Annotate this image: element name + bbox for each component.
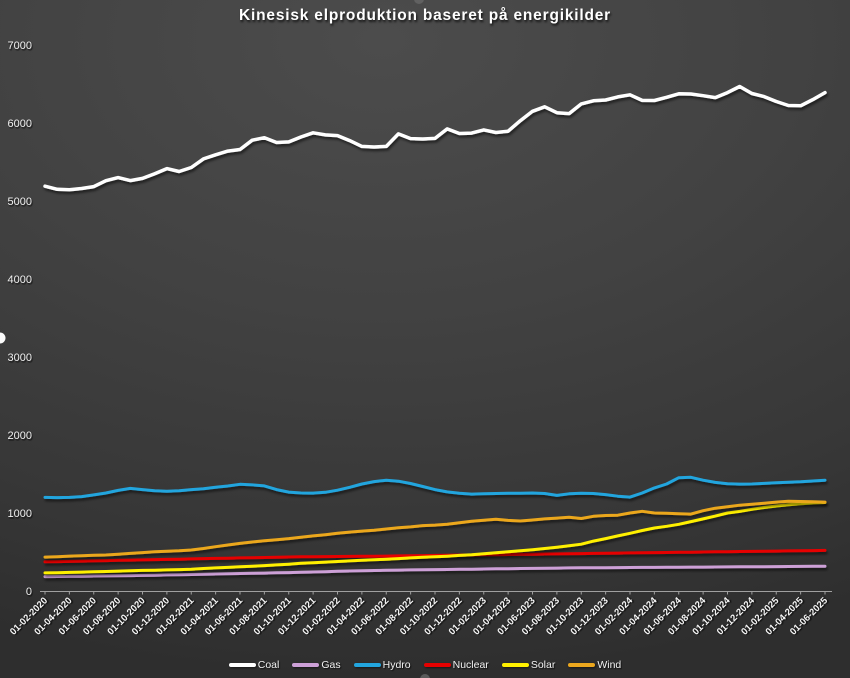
x-axis[interactable] <box>40 591 832 595</box>
legend-swatch-nuclear <box>423 663 451 667</box>
legend-item-solar[interactable]: Solar <box>501 659 556 671</box>
legend-swatch-wind <box>568 663 596 667</box>
legend-item-nuclear[interactable]: Nuclear <box>423 659 489 671</box>
series-line-hydro[interactable] <box>43 475 827 500</box>
legend-swatch-gas <box>292 663 320 667</box>
y-axis-label[interactable]: 6000 <box>8 118 32 130</box>
legend-label: Gas <box>321 659 341 671</box>
y-axis-label[interactable]: 3000 <box>8 352 32 364</box>
series-line-wind[interactable] <box>43 499 827 559</box>
series-line-solar[interactable] <box>43 501 827 575</box>
legend-label: Solar <box>530 659 556 671</box>
series-line-gas[interactable] <box>43 564 827 579</box>
x-axis-labels[interactable]: 01-02-202001-04-202001-06-202001-08-2020… <box>8 595 831 638</box>
series-line-coal[interactable] <box>43 84 827 192</box>
legend-item-coal[interactable]: Coal <box>228 659 280 671</box>
y-axis-label[interactable]: 5000 <box>8 196 32 208</box>
selection-handle-bottom[interactable] <box>420 674 430 678</box>
legend-swatch-hydro <box>353 663 381 667</box>
legend-swatch-solar <box>501 663 529 667</box>
selection-handle-left[interactable] <box>0 332 6 344</box>
y-axis[interactable]: 0 1000 2000 3000 4000 5000 6000 7000 <box>8 40 32 598</box>
y-axis-label[interactable]: 1000 <box>8 508 32 520</box>
legend-swatch-coal <box>228 663 256 667</box>
legend-label: Wind <box>597 659 622 671</box>
legend-label: Coal <box>257 659 280 671</box>
legend-item-gas[interactable]: Gas <box>292 659 341 671</box>
legend-item-hydro[interactable]: Hydro <box>353 659 411 671</box>
selection-handle-top[interactable] <box>414 0 424 4</box>
y-axis-label[interactable]: 4000 <box>8 274 32 286</box>
y-axis-label[interactable]: 2000 <box>8 430 32 442</box>
legend-label: Hydro <box>382 659 411 671</box>
y-axis-label[interactable]: 0 <box>26 586 32 598</box>
series-lines <box>43 84 827 579</box>
legend: Coal Gas Hydro Nuclear Solar Wind <box>0 659 850 671</box>
y-axis-label[interactable]: 7000 <box>8 40 32 52</box>
legend-item-wind[interactable]: Wind <box>568 659 621 671</box>
legend-label: Nuclear <box>452 659 489 671</box>
selection-handles <box>0 0 430 678</box>
chart-title[interactable]: Kinesisk elproduktion baseret på energik… <box>239 7 611 24</box>
